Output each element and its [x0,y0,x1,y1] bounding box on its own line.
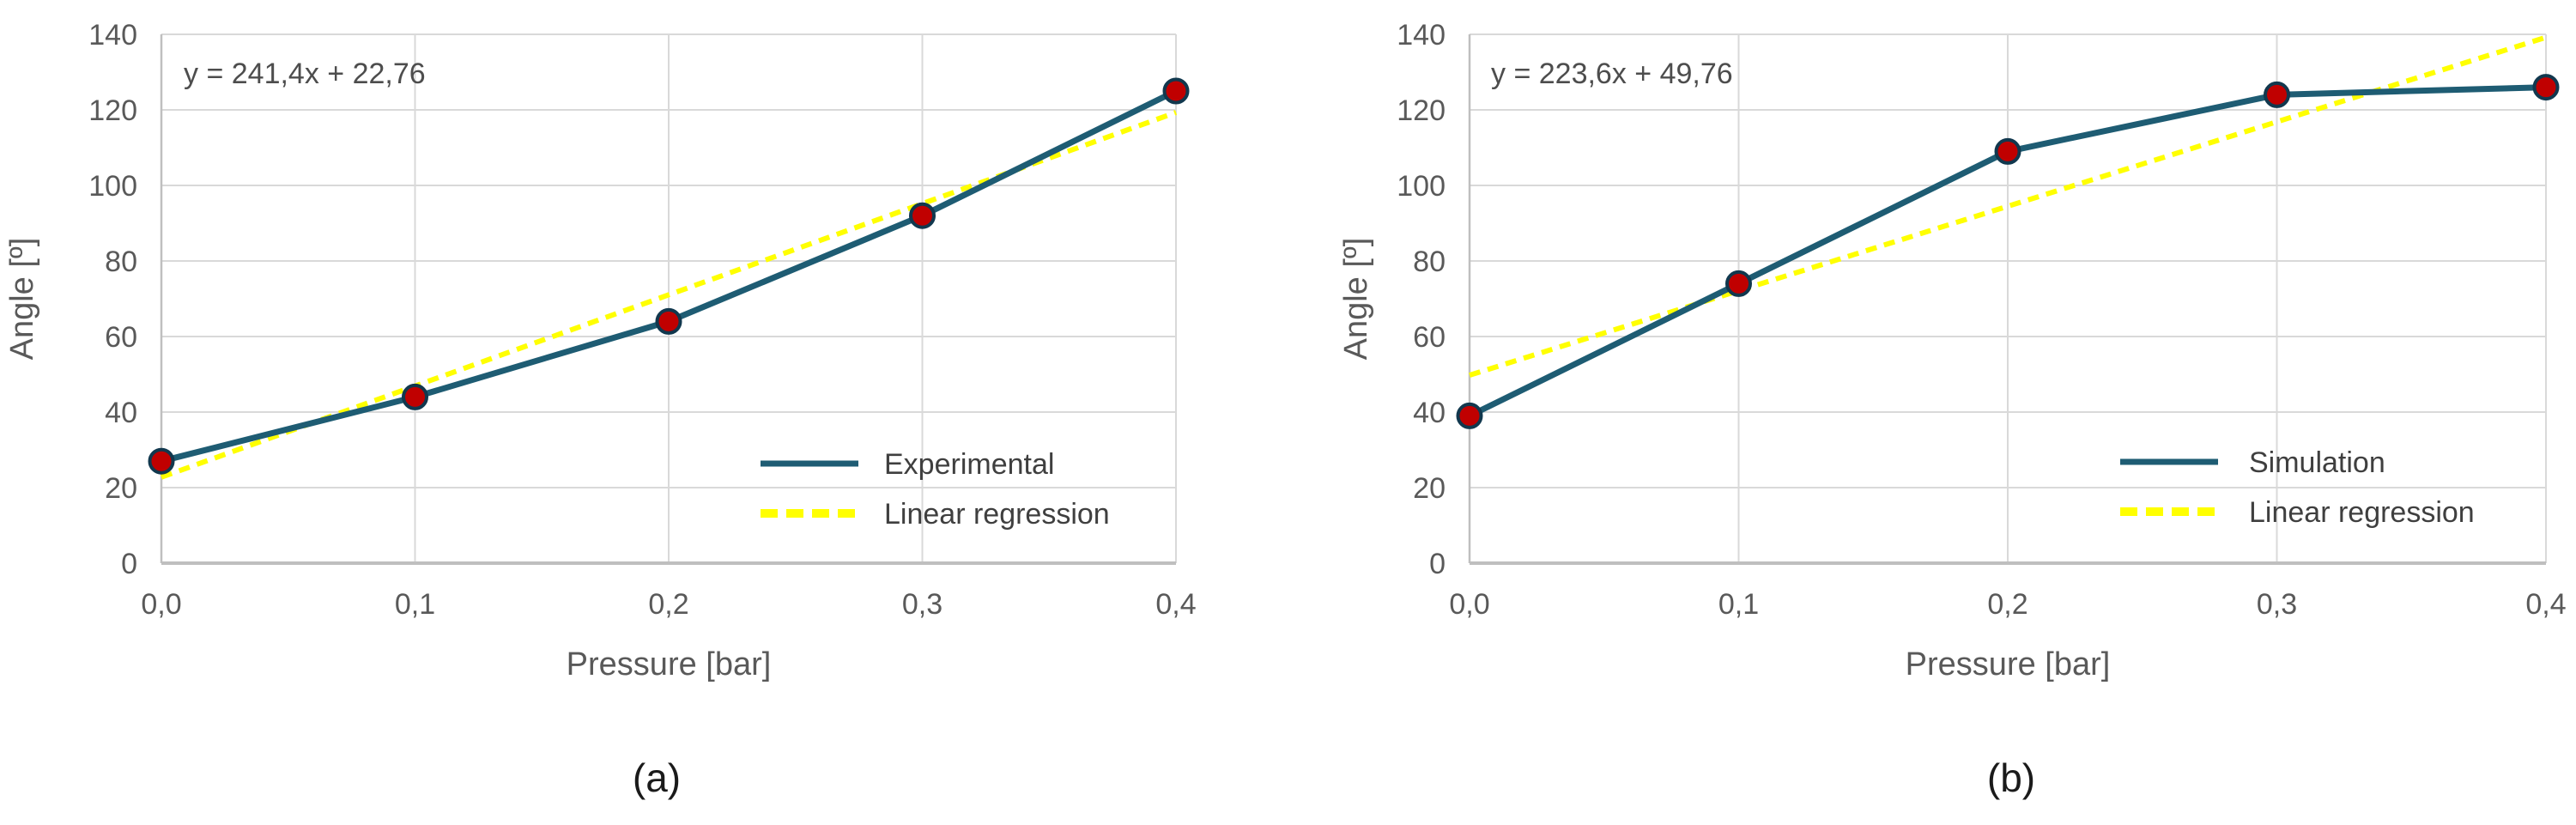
x-tick-label: 0,2 [1987,588,2027,621]
data-point-marker [655,307,682,335]
legend-trendline-label: Linear regression [884,498,1110,531]
x-tick-label: 0,2 [648,588,688,621]
y-axis-title: Angle [º] [1338,238,1374,361]
x-axis-title: Pressure [bar] [1906,646,2111,682]
x-tick-label: 0,0 [1449,588,1489,621]
panel-caption-a: (a) [633,755,681,800]
data-point-marker [1456,402,1483,429]
x-axis-title: Pressure [bar] [567,646,772,682]
data-point-marker [1162,77,1190,105]
x-tick-label: 0,1 [395,588,435,621]
y-tick-label: 80 [105,246,137,278]
x-tick-label: 0,3 [902,588,943,621]
chart-a: 0 20 40 60 80 100 120 140 0,0 0,1 0,2 0,3 0,4 Pressur… [4,19,1197,800]
data-point-marker [1725,270,1752,297]
legend-trendline-label: Linear regression [2249,496,2475,529]
data-point-marker [909,202,936,229]
y-tick-label: 140 [1397,19,1446,52]
data-point-marker [402,383,428,410]
y-tick-label: 120 [88,94,137,127]
data-point-marker [148,447,175,475]
y-tick-label: 60 [105,321,137,354]
regression-equation-label: y = 223,6x + 49,76 [1491,58,1733,90]
data-point-marker [1994,137,2021,165]
y-tick-label: 100 [1397,170,1446,203]
x-tick-label: 0,4 [2525,588,2566,621]
y-tick-label: 60 [1413,321,1446,354]
x-tick-label: 0,1 [1718,588,1759,621]
x-tick-label: 0,0 [141,588,181,621]
y-tick-label: 100 [88,170,137,203]
legend-series-label: Simulation [2249,446,2385,479]
y-tick-label: 40 [1413,397,1446,429]
y-tick-label: 140 [88,19,137,52]
y-tick-label: 20 [1413,472,1446,505]
data-point-marker [2532,74,2560,101]
y-tick-label: 80 [1413,246,1446,278]
y-tick-label: 0 [1429,548,1446,580]
y-axis-title: Angle [º] [4,238,40,361]
x-tick-label: 0,4 [1155,588,1196,621]
panel-caption-b: (b) [1987,755,2035,800]
chart-b: 0 20 40 60 80 100 120 140 0,0 0,1 0,2 0,3 0,4 Pressur… [1338,19,2567,800]
y-tick-label: 0 [121,548,137,580]
data-point-marker [2264,81,2290,108]
y-tick-label: 120 [1397,94,1446,127]
y-tick-label: 40 [105,397,137,429]
regression-equation-label: y = 241,4x + 22,76 [184,58,426,90]
y-tick-label: 20 [105,472,137,505]
legend-series-label: Experimental [884,448,1054,481]
x-tick-label: 0,3 [2257,588,2297,621]
